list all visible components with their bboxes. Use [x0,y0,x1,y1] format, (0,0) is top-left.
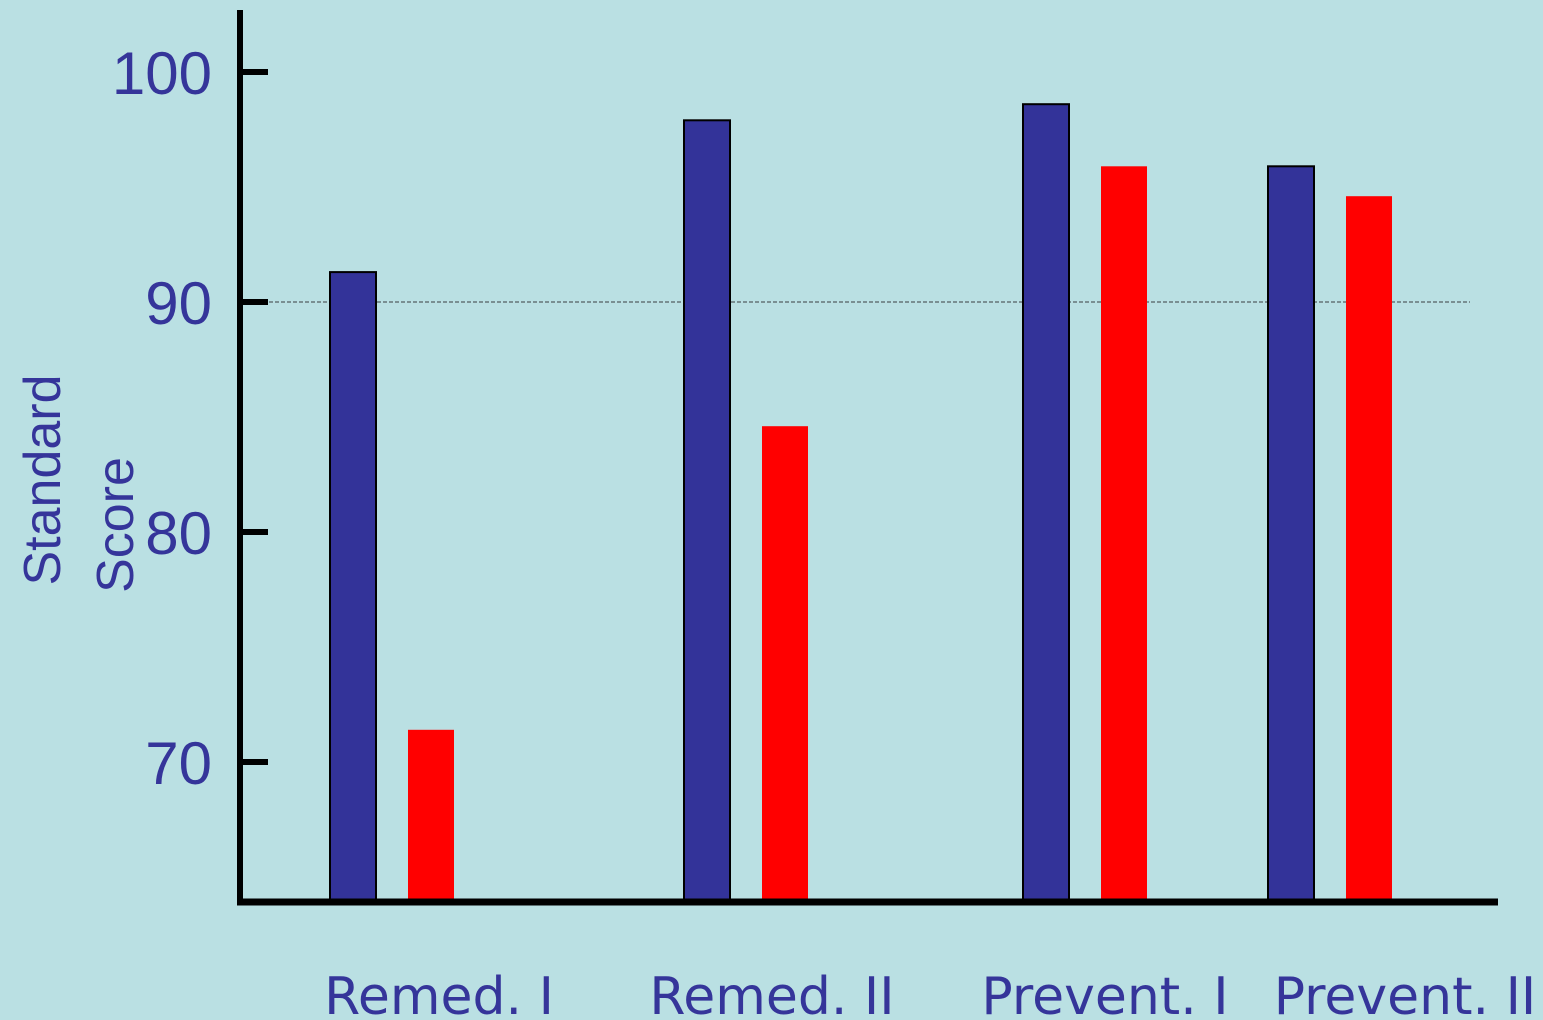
y-axis-label-line-1: Standard [14,374,72,585]
bar-remed-ii-series-1 [683,119,731,904]
bar-remed-i-series-1 [329,271,377,904]
y-tick-label-90: 90 [145,270,212,337]
x-category-label-prevent-i: Prevent. I [981,967,1228,1020]
bar-remed-i-series-2 [408,729,454,902]
x-category-label-remed-i: Remed. I [324,967,554,1020]
bar-prevent-i-series-2 [1101,166,1147,903]
y-tick-label-80: 80 [145,500,212,567]
y-axis-label-line-2: Score [87,457,145,593]
y-tick-label-70: 70 [145,730,212,797]
x-category-label-prevent-ii: Prevent. II [1274,967,1537,1020]
bar-prevent-i-series-1 [1022,103,1070,903]
x-category-label-remed-ii: Remed. II [649,967,894,1020]
y-tick-label-100: 100 [112,40,212,107]
bar-remed-ii-series-2 [762,426,808,902]
bar-prevent-ii-series-1 [1267,165,1315,904]
bar-prevent-ii-series-2 [1346,196,1392,902]
